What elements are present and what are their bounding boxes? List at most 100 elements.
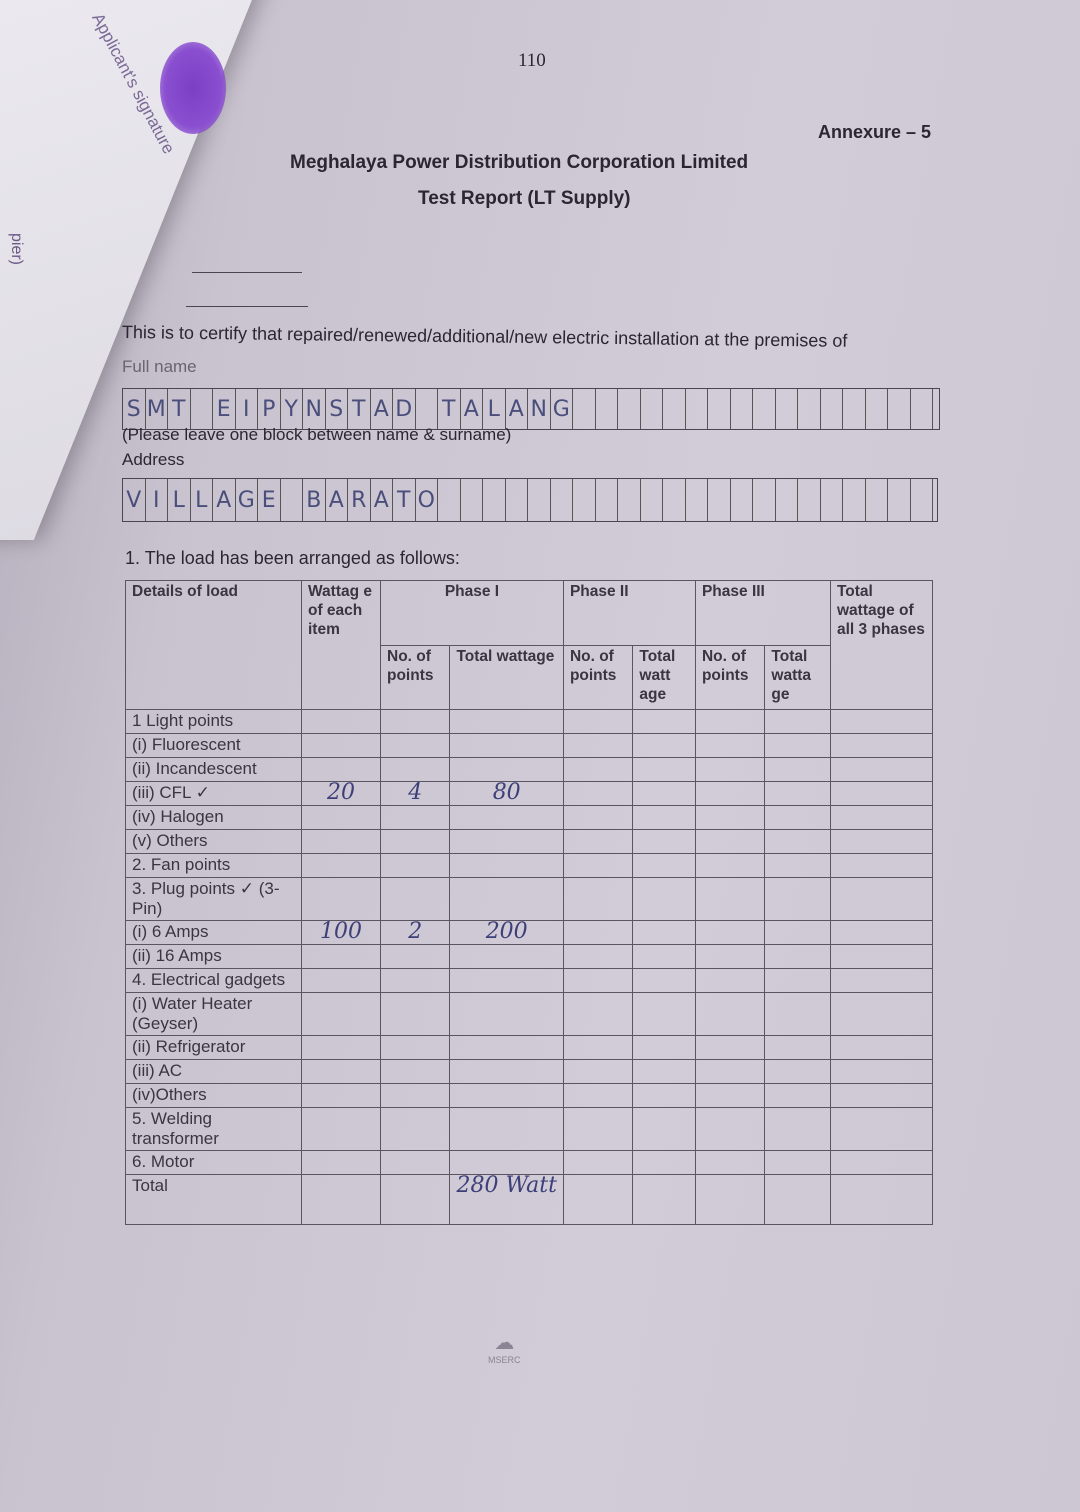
- char-box: L: [483, 389, 506, 429]
- phase1-points: [379, 1150, 451, 1175]
- char-box: [731, 389, 753, 429]
- empty-cell: [764, 829, 831, 854]
- char-box: R: [348, 479, 371, 521]
- char-box: [821, 389, 843, 429]
- empty-cell: [694, 968, 766, 993]
- phase1-points: [379, 733, 451, 758]
- char-box: [843, 389, 866, 429]
- char-box: T: [438, 389, 461, 429]
- certify-text: This is to certify that repaired/renewed…: [121, 322, 848, 351]
- row-label: (iii) CFL ✓: [125, 781, 302, 806]
- header-total-watta-ge: Total watta ge: [764, 645, 831, 710]
- char-box: [461, 479, 483, 521]
- phase1-wattage: [449, 944, 564, 969]
- empty-cell: [829, 877, 934, 921]
- char-box: N: [528, 389, 551, 429]
- phase1-points: 2: [379, 920, 451, 945]
- phase1-points: [379, 805, 451, 830]
- empty-cell: [632, 853, 696, 878]
- empty-cell: [829, 829, 934, 854]
- char-box: [528, 479, 551, 521]
- row-label: (iii) AC: [125, 1059, 302, 1084]
- phase1-points: [379, 877, 451, 921]
- char-box: [596, 389, 618, 429]
- row-label: (iv) Halogen: [125, 805, 302, 830]
- header-phase-3: Phase III: [694, 580, 831, 646]
- phase1-points: [379, 944, 451, 969]
- page-number: 110: [518, 50, 546, 71]
- char-box: [551, 479, 573, 521]
- row-label: 1 Light points: [125, 709, 302, 734]
- empty-cell: [829, 1083, 934, 1108]
- char-box: E: [258, 479, 281, 521]
- empty-cell: [562, 1107, 634, 1151]
- header-phase-1: Phase I: [380, 580, 564, 646]
- table-row: (iv)Others: [125, 1083, 934, 1108]
- char-box: A: [371, 479, 393, 521]
- empty-cell: [562, 853, 634, 878]
- table-row: 2. Fan points: [125, 853, 934, 878]
- table-row: (i) Water Heater (Geyser): [125, 992, 934, 1036]
- empty-cell: [632, 1174, 696, 1225]
- empty-cell: [632, 1083, 696, 1108]
- phase1-points: [379, 757, 451, 782]
- header-total-watt-age: Total watt age: [632, 645, 696, 710]
- empty-cell: [562, 920, 634, 945]
- char-box: [663, 389, 686, 429]
- char-box: A: [326, 479, 348, 521]
- empty-cell: [632, 781, 696, 806]
- empty-cell: [764, 1174, 831, 1225]
- empty-cell: [694, 805, 766, 830]
- empty-cell: [764, 1059, 831, 1084]
- table-row: (ii) Incandescent: [125, 757, 934, 782]
- wattage-each: [301, 968, 381, 993]
- row-label: 4. Electrical gadgets: [125, 968, 302, 993]
- char-box: [483, 479, 506, 521]
- wattage-each: [301, 1150, 381, 1175]
- empty-cell: [764, 853, 831, 878]
- table-row: (i) 6 Amps 100 2 200: [125, 920, 934, 945]
- full-name-label: Full name: [122, 357, 197, 376]
- table-row: (v) Others: [125, 829, 934, 854]
- char-box: [776, 389, 798, 429]
- empty-cell: [764, 968, 831, 993]
- empty-cell: [632, 1035, 696, 1060]
- phase1-wattage: [449, 757, 564, 782]
- empty-cell: [829, 853, 934, 878]
- empty-cell: [562, 1035, 634, 1060]
- char-box: [191, 389, 213, 429]
- empty-cell: [764, 920, 831, 945]
- empty-cell: [829, 709, 934, 734]
- char-box: [798, 479, 821, 521]
- empty-cell: [829, 1107, 934, 1151]
- table-row: (ii) Refrigerator: [125, 1035, 934, 1060]
- phase1-wattage: 80: [449, 781, 564, 806]
- row-label: (ii) 16 Amps: [125, 944, 302, 969]
- empty-cell: [764, 877, 831, 921]
- empty-cell: [694, 1059, 766, 1084]
- char-box: T: [348, 389, 371, 429]
- empty-cell: [829, 1150, 934, 1175]
- header-no-points: No. of points: [379, 645, 451, 710]
- wattage-each: [301, 944, 381, 969]
- char-box: [686, 479, 708, 521]
- table-row: 4. Electrical gadgets: [125, 968, 934, 993]
- phase1-wattage: [449, 1083, 564, 1108]
- row-label: 5. Welding transformer: [125, 1107, 302, 1151]
- wattage-each: [301, 1059, 381, 1084]
- row-label: (v) Others: [125, 829, 302, 854]
- header-total-all: Total wattage of all 3 phases: [829, 580, 934, 710]
- char-box: P: [258, 389, 281, 429]
- phase1-wattage: [449, 709, 564, 734]
- table-row: 1 Light points: [125, 709, 934, 734]
- empty-cell: [829, 757, 934, 782]
- row-label: 6. Motor: [125, 1150, 302, 1175]
- empty-cell: [632, 920, 696, 945]
- table-row: (ii) 16 Amps: [125, 944, 934, 969]
- empty-cell: [694, 733, 766, 758]
- table-row: 6. Motor: [125, 1150, 934, 1175]
- char-box: N: [303, 389, 326, 429]
- char-box: [573, 479, 596, 521]
